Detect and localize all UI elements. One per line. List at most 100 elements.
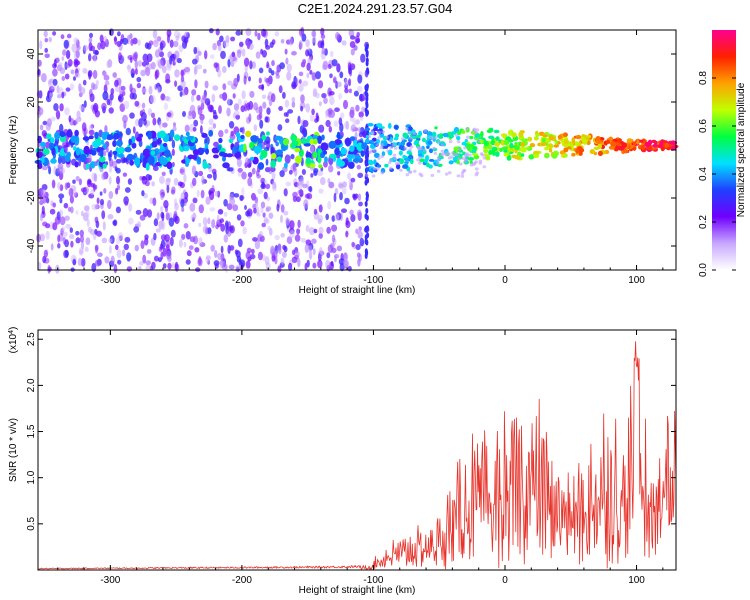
spectrogram-cell: [257, 162, 265, 170]
spectrogram-cell: [308, 186, 313, 193]
spectrogram-cell: [167, 262, 172, 270]
spectrogram-cell: [66, 129, 73, 138]
spectrogram-cell: [358, 132, 364, 138]
spectrogram-cell: [166, 112, 172, 118]
spectrogram-cell: [261, 94, 267, 100]
spectrogram-cell: [248, 113, 252, 123]
spectrogram-cell: [542, 134, 548, 138]
spectrogram-cell: [56, 85, 60, 94]
spectrogram-cell: [582, 139, 588, 145]
spectrogram-cell: [210, 244, 215, 252]
spectrogram-cell: [359, 237, 365, 247]
spectrogram-cell: [360, 53, 366, 63]
spectrogram-cell: [194, 247, 200, 253]
spectrogram-cell: [103, 35, 108, 43]
spectrogram-cell: [150, 150, 156, 156]
spectrogram-cell: [291, 256, 298, 264]
spectrogram-cell: [370, 149, 374, 153]
spectrogram-cell: [179, 168, 184, 174]
spectrogram-y-label: Frequency (Hz): [8, 116, 19, 185]
spectrogram-cell: [309, 138, 315, 145]
colorbar-ticks: 0.0 0.2 0.4 0.6 0.8: [698, 71, 736, 277]
snr-frame: [37, 329, 677, 571]
spectrogram-cell: [206, 174, 213, 179]
spectrogram-cell: [225, 153, 234, 158]
spectrogram-cell: [298, 28, 304, 37]
spectrogram-cell: [166, 184, 170, 194]
spectrogram-cell: [64, 215, 70, 221]
spectrogram-cell: [109, 93, 114, 101]
spectrogram-cell: [326, 252, 331, 259]
spectrogram-cell: [387, 161, 392, 165]
spectrogram-cell: [45, 141, 51, 149]
spectrogram-cell: [305, 157, 312, 165]
spectrogram-cell: [434, 136, 438, 140]
spectrogram-cell: [280, 39, 285, 44]
spectrogram-cell: [158, 147, 166, 153]
spectrogram-cell: [283, 210, 289, 216]
spectrogram-cell: [250, 135, 258, 143]
spectrogram-cell: [136, 76, 142, 83]
spectrogram-cell: [169, 236, 174, 247]
spectrogram-cell: [315, 92, 320, 99]
spectrogram-cell: [312, 134, 319, 141]
spectrogram-cell: [617, 138, 622, 143]
spectrogram-cell: [136, 220, 141, 227]
spectrogram-cell: [141, 176, 148, 185]
spectrogram-cell: [434, 126, 438, 130]
spectrogram-cell: [213, 154, 219, 159]
spectrogram-cell: [141, 61, 147, 67]
spectrogram-cell: [115, 140, 123, 147]
spectrogram-cell: [134, 68, 138, 75]
spectrogram-cell: [189, 202, 196, 212]
spectrogram-cell: [298, 71, 304, 77]
spectrogram-cell: [366, 68, 370, 75]
spectrogram-cell: [253, 124, 258, 132]
spectrogram-cell: [300, 94, 305, 104]
spectrogram-cell: [455, 153, 459, 157]
spectrogram-cell: [365, 173, 369, 177]
spectrogram-cell: [176, 57, 182, 64]
spectrogram-cell: [75, 147, 81, 156]
spectrogram-cell: [562, 132, 569, 137]
spectrogram-cell: [669, 141, 676, 145]
spectrogram-cell: [336, 81, 342, 88]
spectrogram-cell: [305, 103, 311, 113]
spectrogram-cell: [64, 107, 70, 116]
spectrogram-cell: [475, 128, 480, 132]
spectrogram-cell: [212, 42, 217, 51]
spectrogram-cell: [347, 161, 355, 169]
spectrogram-cell: [437, 134, 441, 138]
spectrogram-cell: [338, 92, 343, 100]
spectrogram-cell: [179, 91, 183, 97]
spectrogram-cell: [361, 106, 366, 113]
spectrogram-cell: [117, 184, 120, 191]
spectrogram-cell: [243, 75, 247, 85]
spectrogram-cell: [377, 136, 381, 140]
spectrogram-cell: [364, 138, 370, 144]
spectrogram-cell: [398, 150, 403, 156]
spectrogram-cell: [129, 92, 135, 100]
spectrogram-cell: [260, 149, 268, 159]
spectrogram-cell: [259, 230, 263, 237]
spectrogram-cell: [289, 227, 295, 235]
spectrogram-cell: [132, 37, 138, 45]
spectrogram-cell: [515, 155, 521, 160]
spectrogram-cell: [156, 138, 162, 145]
spectrogram-cell: [224, 211, 228, 217]
spectrogram-cell: [129, 159, 135, 166]
spectrogram-cell: [162, 142, 168, 148]
spectrogram-cell: [368, 160, 374, 166]
spectrogram-cell: [93, 102, 99, 113]
spectrogram-cell: [39, 124, 44, 131]
spectrogram-cell: [328, 107, 333, 115]
snr-y-scale: (x104): [8, 327, 20, 354]
spectrogram-cell: [139, 261, 144, 266]
spectrogram-cell: [244, 205, 247, 210]
snr-x-label: Height of straight line (km): [299, 585, 416, 596]
spectrogram-cell: [144, 234, 149, 240]
spectrogram-cell: [325, 109, 329, 119]
spectrogram-cell: [337, 171, 341, 176]
spectrogram-cell: [144, 66, 149, 73]
